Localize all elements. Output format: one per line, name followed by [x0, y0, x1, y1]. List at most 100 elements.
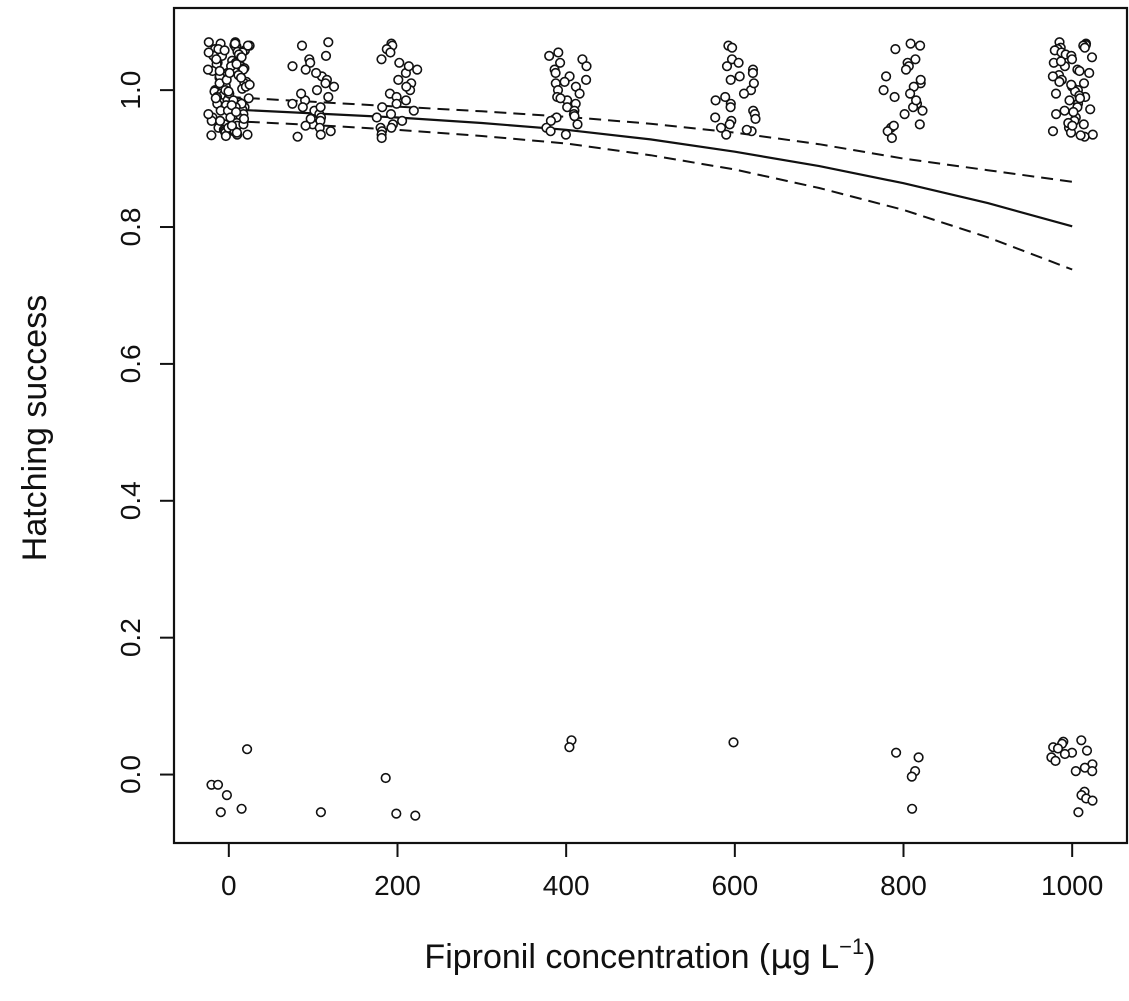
data-point — [242, 744, 253, 755]
data-point — [393, 74, 404, 85]
data-point — [728, 737, 739, 748]
data-point — [1047, 126, 1059, 137]
data-point — [203, 108, 214, 120]
data-point — [391, 808, 402, 819]
data-point — [408, 105, 419, 116]
data-point — [886, 132, 898, 144]
y-tick-label: 0.2 — [115, 618, 146, 657]
data-point — [1067, 120, 1078, 131]
data-point — [906, 771, 917, 782]
data-point — [720, 91, 731, 103]
data-point — [572, 119, 583, 130]
data-point — [391, 98, 402, 109]
data-point — [203, 37, 214, 48]
x-tick-label: 400 — [543, 870, 590, 901]
data-point — [545, 126, 556, 137]
data-point — [905, 38, 916, 49]
data-point — [889, 91, 900, 103]
y-axis-title: Hatching success — [16, 295, 54, 561]
data-point — [238, 113, 250, 124]
data-point — [580, 74, 592, 85]
data-point — [750, 113, 761, 124]
data-point — [320, 78, 331, 89]
data-point — [555, 93, 566, 104]
x-axis-title-close: ) — [864, 938, 875, 976]
y-tick-label: 0.4 — [115, 481, 146, 520]
data-point — [1068, 106, 1079, 118]
data-point — [236, 803, 247, 814]
data-point — [1074, 93, 1086, 104]
data-point — [230, 38, 241, 49]
data-point — [328, 81, 340, 92]
data-point — [377, 102, 388, 113]
data-point — [380, 772, 391, 784]
data-point — [323, 37, 334, 48]
data-point — [305, 57, 316, 68]
data-point — [559, 76, 570, 87]
data-point — [900, 64, 912, 75]
data-point — [242, 40, 253, 51]
data-point — [202, 64, 214, 75]
data-point — [710, 95, 721, 106]
data-point — [574, 88, 585, 99]
x-tick-label: 0 — [221, 870, 237, 901]
data-point — [243, 93, 254, 104]
data-point — [914, 119, 925, 130]
data-point — [315, 129, 326, 140]
data-point — [394, 57, 405, 68]
data-point — [888, 120, 899, 131]
data-point — [215, 115, 226, 126]
data-point — [224, 67, 235, 79]
data-point — [403, 61, 414, 72]
x-axis-title-exponent: −1 — [839, 934, 864, 959]
data-point — [741, 124, 752, 135]
data-point — [899, 108, 910, 120]
data-point — [734, 71, 745, 82]
data-point — [1087, 795, 1098, 806]
data-point — [219, 45, 230, 56]
data-point — [1070, 765, 1081, 777]
data-point — [305, 113, 316, 124]
data-point — [715, 122, 727, 133]
data-point — [214, 65, 225, 77]
data-point — [221, 789, 232, 801]
data-point — [914, 40, 926, 51]
plot-frame — [172, 6, 1129, 845]
data-point — [1050, 108, 1062, 120]
data-point — [747, 67, 759, 79]
data-point — [581, 61, 592, 72]
data-point — [210, 93, 221, 104]
data-point — [385, 108, 397, 120]
data-point — [244, 79, 255, 90]
data-point — [890, 747, 902, 758]
data-point — [904, 88, 916, 99]
data-point — [300, 120, 311, 131]
data-point — [1085, 104, 1096, 115]
data-point — [1055, 56, 1067, 67]
data-point — [206, 130, 217, 141]
data-point — [231, 58, 242, 70]
data-point — [287, 61, 298, 72]
data-point — [1087, 129, 1098, 140]
data-point — [385, 47, 396, 58]
data-point — [1052, 743, 1064, 754]
x-axis: 0 200 400 600 800 1000 — [221, 843, 1103, 901]
x-tick-label: 1000 — [1041, 870, 1103, 901]
data-point — [1050, 755, 1061, 767]
data-point — [236, 52, 247, 63]
data-point — [297, 102, 308, 113]
data-point — [544, 50, 555, 62]
x-tick-label: 600 — [711, 870, 758, 901]
data-point — [738, 88, 750, 99]
data-point — [1084, 67, 1095, 79]
data-point — [880, 71, 892, 82]
data-point — [376, 132, 387, 144]
data-point — [1066, 79, 1077, 90]
data-point — [325, 126, 336, 137]
x-axis-title-unit: g L — [792, 938, 839, 976]
data-point — [550, 67, 561, 79]
data-point — [231, 106, 242, 118]
data-point — [564, 742, 575, 753]
data-point — [917, 105, 928, 116]
data-point — [913, 752, 924, 763]
